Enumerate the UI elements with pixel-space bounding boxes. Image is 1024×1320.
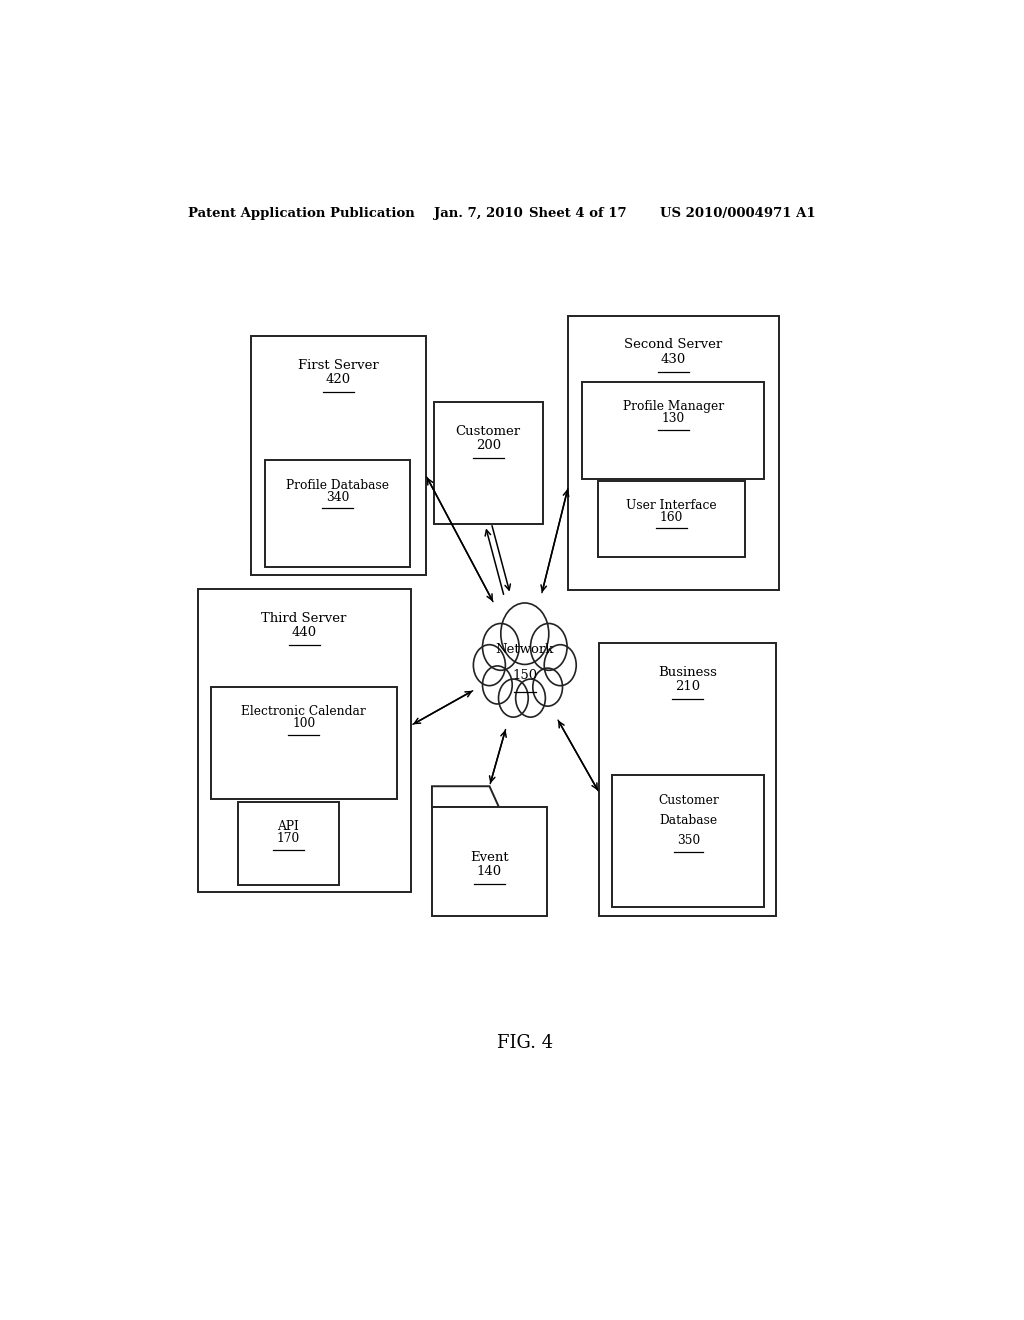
Circle shape [501,603,549,664]
Text: FIG. 4: FIG. 4 [497,1034,553,1052]
Text: 350: 350 [677,834,700,847]
Circle shape [516,678,546,717]
Text: 440: 440 [292,626,316,639]
Text: Event: Event [470,850,509,863]
Text: Third Server: Third Server [261,611,347,624]
FancyBboxPatch shape [198,589,411,892]
Text: 100: 100 [292,718,315,730]
FancyBboxPatch shape [211,686,397,799]
Text: Electronic Calendar: Electronic Calendar [242,705,367,718]
Text: Business: Business [658,665,717,678]
Text: API: API [278,820,299,833]
FancyBboxPatch shape [568,315,779,590]
Text: Second Server: Second Server [625,338,723,351]
Circle shape [530,623,567,671]
Text: Customer: Customer [657,793,719,807]
FancyBboxPatch shape [251,337,426,576]
Text: 340: 340 [326,491,349,504]
FancyBboxPatch shape [598,480,744,557]
FancyBboxPatch shape [265,461,410,568]
Text: Profile Manager: Profile Manager [623,400,724,413]
Circle shape [499,628,551,694]
Text: 420: 420 [326,372,351,385]
FancyBboxPatch shape [582,381,765,479]
Text: Database: Database [659,814,718,826]
Text: 150: 150 [512,669,538,682]
FancyBboxPatch shape [432,808,547,916]
Text: 140: 140 [477,865,502,878]
Text: Customer: Customer [456,425,521,438]
Circle shape [473,644,506,685]
Text: US 2010/0004971 A1: US 2010/0004971 A1 [659,207,815,220]
Text: Profile Database: Profile Database [286,479,389,491]
Text: 170: 170 [276,833,300,845]
Text: Network: Network [496,643,554,656]
Circle shape [482,665,512,704]
Circle shape [532,668,562,706]
Text: Sheet 4 of 17: Sheet 4 of 17 [528,207,627,220]
Text: Jan. 7, 2010: Jan. 7, 2010 [433,207,522,220]
Text: 130: 130 [662,412,685,425]
FancyBboxPatch shape [433,403,543,524]
Circle shape [544,644,577,685]
FancyBboxPatch shape [612,775,765,907]
Text: 160: 160 [659,511,683,524]
Text: 430: 430 [660,352,686,366]
Text: User Interface: User Interface [626,499,717,512]
Text: First Server: First Server [298,359,379,372]
Text: 210: 210 [675,680,700,693]
FancyBboxPatch shape [599,643,775,916]
Circle shape [499,678,528,717]
Text: Patent Application Publication: Patent Application Publication [187,207,415,220]
FancyBboxPatch shape [238,801,339,886]
Polygon shape [432,787,499,808]
Text: 200: 200 [476,440,501,451]
Circle shape [482,623,519,671]
